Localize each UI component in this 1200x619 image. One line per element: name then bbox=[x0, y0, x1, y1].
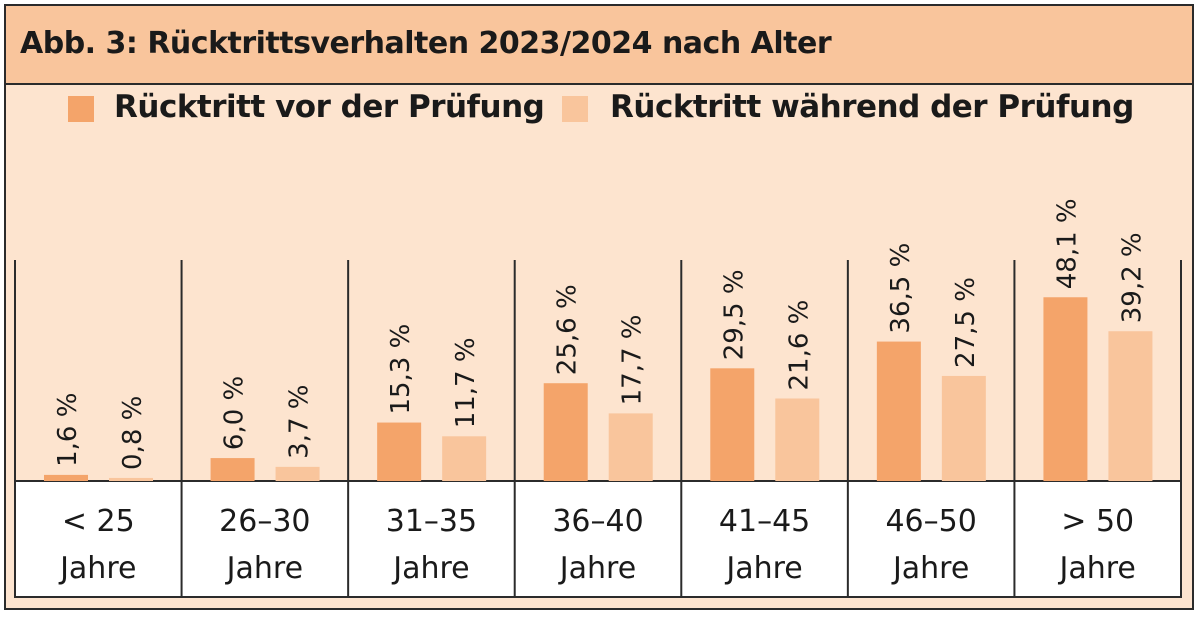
bar-before bbox=[210, 458, 255, 481]
bar-before bbox=[377, 422, 422, 481]
category-label: Jahre bbox=[891, 551, 969, 586]
category-label: Jahre bbox=[225, 551, 303, 586]
category-label: 36–40 bbox=[552, 504, 643, 539]
chart-title: Abb. 3: Rücktrittsverhalten 2023/2024 na… bbox=[20, 26, 832, 61]
bar-before bbox=[710, 368, 755, 481]
category-label: 46–50 bbox=[885, 504, 976, 539]
legend-label-before: Rücktritt vor der Prüfung bbox=[114, 89, 545, 125]
data-label: 48,1 % bbox=[1052, 198, 1082, 289]
category-label: Jahre bbox=[558, 551, 636, 586]
legend-swatch-during bbox=[562, 96, 588, 122]
data-label: 17,7 % bbox=[618, 315, 648, 406]
data-label: 15,3 % bbox=[386, 324, 416, 415]
legend-label-during: Rücktritt während der Prüfung bbox=[610, 89, 1134, 125]
category-axis-box bbox=[14, 480, 1182, 598]
bar-before bbox=[876, 341, 921, 481]
title-bar: Abb. 3: Rücktrittsverhalten 2023/2024 na… bbox=[6, 6, 1192, 85]
bar-during bbox=[109, 477, 153, 481]
data-label: 39,2 % bbox=[1117, 232, 1147, 323]
category-label: Jahre bbox=[391, 551, 469, 586]
category-label: > 50 bbox=[1061, 504, 1134, 539]
bar-during bbox=[1108, 331, 1153, 481]
data-label: 29,5 % bbox=[719, 269, 749, 360]
category-label: 41–45 bbox=[719, 504, 810, 539]
data-label: 6,0 % bbox=[220, 376, 250, 450]
bar-during bbox=[775, 398, 820, 481]
bar-during bbox=[608, 413, 653, 481]
category-label: 31–35 bbox=[386, 504, 477, 539]
bar-before bbox=[543, 383, 588, 481]
data-label: 1,6 % bbox=[53, 393, 83, 467]
bar-during bbox=[275, 466, 320, 481]
bar-before bbox=[1043, 297, 1088, 481]
category-label: Jahre bbox=[1058, 551, 1136, 586]
category-label: 26–30 bbox=[219, 504, 310, 539]
data-label: 27,5 % bbox=[951, 277, 981, 368]
category-label: Jahre bbox=[58, 551, 136, 586]
data-label: 0,8 % bbox=[118, 396, 148, 470]
data-label: 36,5 % bbox=[886, 243, 916, 334]
bar-during bbox=[442, 436, 487, 481]
category-label: Jahre bbox=[724, 551, 802, 586]
data-label: 11,7 % bbox=[451, 337, 481, 428]
bar-during bbox=[941, 375, 986, 481]
data-label: 25,6 % bbox=[553, 284, 583, 375]
data-label: 21,6 % bbox=[784, 300, 814, 391]
bar-before bbox=[44, 474, 88, 481]
category-label: < 25 bbox=[62, 504, 135, 539]
data-label: 3,7 % bbox=[285, 385, 315, 459]
legend-swatch-before bbox=[68, 96, 94, 122]
